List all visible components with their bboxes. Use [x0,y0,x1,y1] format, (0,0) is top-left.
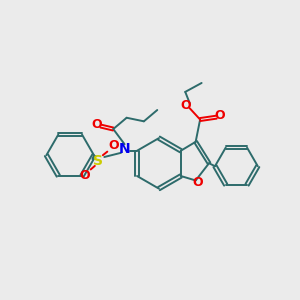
Text: S: S [93,154,103,168]
Text: O: O [92,118,102,131]
Text: O: O [80,169,90,182]
Text: O: O [108,139,119,152]
Text: O: O [215,109,225,122]
Text: O: O [181,99,191,112]
Text: O: O [193,176,203,189]
Text: N: N [119,142,130,156]
